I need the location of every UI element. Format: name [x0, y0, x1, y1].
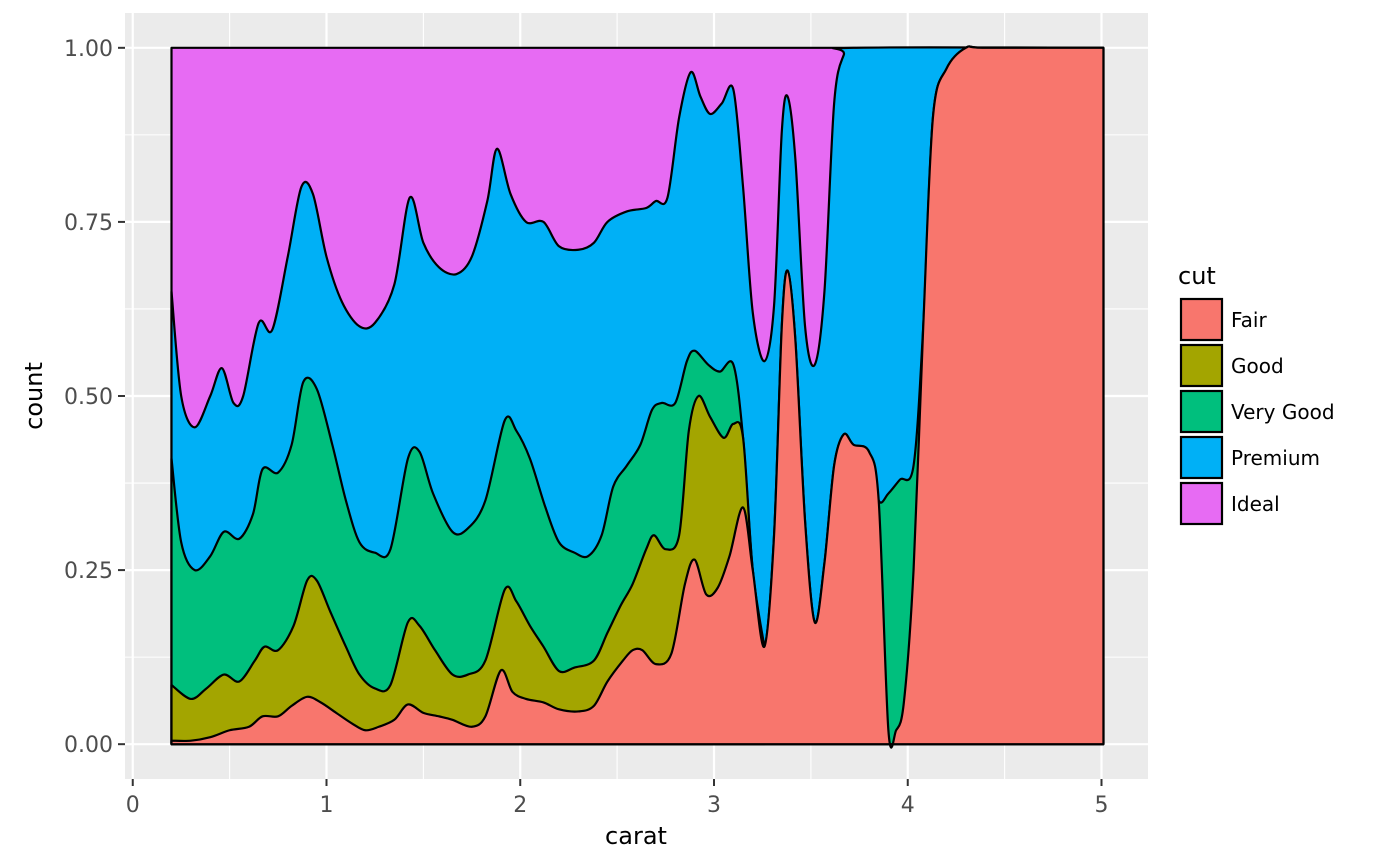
legend-label: Good	[1231, 354, 1284, 378]
legend-key-very-good	[1179, 389, 1224, 434]
x-tick-label: 5	[1095, 793, 1109, 818]
y-axis-ticks: 0.00 0.25 0.50 0.75 1.00	[64, 37, 125, 758]
legend-label: Premium	[1231, 446, 1320, 470]
y-tick-label: 0.75	[64, 211, 113, 236]
x-tick-label: 1	[320, 793, 334, 818]
legend-key-ideal	[1179, 481, 1224, 526]
legend-label: Very Good	[1231, 400, 1335, 424]
y-tick-label: 0.50	[64, 385, 113, 410]
legend-key-fair	[1179, 297, 1224, 342]
x-tick-label: 2	[513, 793, 527, 818]
legend-label: Ideal	[1231, 492, 1280, 516]
legend: cut Fair Good Very Good Premium Ideal	[1178, 262, 1335, 526]
y-tick-label: 1.00	[64, 37, 113, 62]
x-tick-label: 0	[126, 793, 140, 818]
x-tick-label: 3	[707, 793, 721, 818]
x-axis-title: carat	[605, 822, 667, 850]
legend-title: cut	[1178, 262, 1216, 290]
x-axis-ticks: 0 1 2 3 4 5	[126, 779, 1109, 818]
area-good	[170, 394, 766, 746]
area-fair	[170, 45, 1105, 749]
legend-key-premium	[1179, 435, 1224, 480]
legend-key-good	[1179, 343, 1224, 388]
series-areas	[170, 45, 1105, 749]
y-tick-label: 0.00	[64, 733, 113, 758]
legend-label: Fair	[1231, 308, 1267, 332]
y-axis-title: count	[20, 362, 48, 430]
x-tick-label: 4	[901, 793, 915, 818]
y-tick-label: 0.25	[64, 559, 113, 584]
